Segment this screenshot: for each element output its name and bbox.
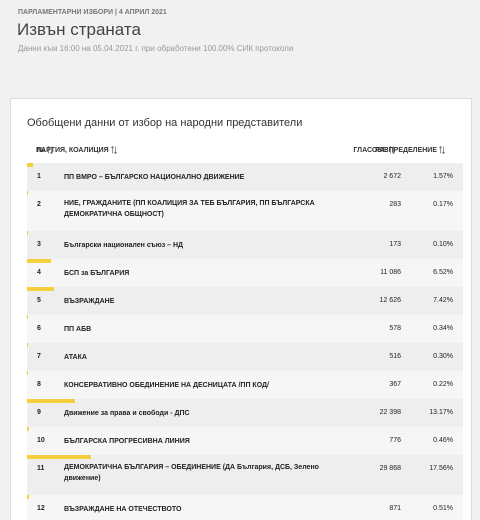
party-name: БСП за БЪЛГАРИЯ <box>64 270 130 277</box>
votes: 173 <box>389 241 401 248</box>
table-row: 12 ВЪЗРАЖДАНЕ НА ОТЕЧЕСТВОТО 871 0.51% <box>27 495 463 520</box>
row-number: 7 <box>37 353 41 360</box>
table-row: 10 БЪЛГАРСКА ПРОГРЕСИВНА ЛИНИЯ 776 0.46% <box>27 427 463 455</box>
party-name: НИЕ, ГРАЖДАНИТЕ (ПП КОАЛИЦИЯ ЗА ТЕБ БЪЛГ… <box>64 200 315 218</box>
sort-icon <box>46 146 53 154</box>
row-number: 10 <box>37 437 45 444</box>
share-bar <box>27 427 29 431</box>
table-row: 8 КОНСЕРВАТИВНО ОБЕДИНЕНИЕ НА ДЕСНИЦАТА /… <box>27 371 463 399</box>
share-bar <box>27 455 92 459</box>
votes: 29 868 <box>379 465 401 472</box>
kicker: ПАРЛАМЕНТАРНИ ИЗБОРИ | 4 АПРИЛ 2021 <box>18 9 167 16</box>
share-bar <box>27 371 28 375</box>
share: 0.34% <box>433 325 453 332</box>
table-row: 6 ПП АБВ 578 0.34% <box>27 315 463 343</box>
share-bar <box>27 259 51 263</box>
share: 7.42% <box>433 297 453 304</box>
table-row: 11 ДЕМОКРАТИЧНА БЪЛГАРИЯ – ОБЕДИНЕНИЕ (ДА… <box>27 455 463 495</box>
table-row: 3 Български национален съюз – НД 173 0.10% <box>27 231 463 259</box>
votes: 578 <box>389 325 401 332</box>
share-bar <box>27 343 29 347</box>
party-name: Български национален съюз – НД <box>64 242 184 249</box>
share: 0.46% <box>433 437 453 444</box>
share: 17.56% <box>429 465 453 472</box>
table-row: 5 ВЪЗРАЖДАНЕ 12 626 7.42% <box>27 287 463 315</box>
party-name: ВЪЗРАЖДАНЕ <box>64 298 115 305</box>
subtitle: Данни към 16:00 на 05.04.2021 г. при обр… <box>18 44 294 53</box>
party-name: БЪЛГАРСКА ПРОГРЕСИВНА ЛИНИЯ <box>64 438 190 445</box>
votes: 2 672 <box>383 173 401 180</box>
votes: 367 <box>389 381 401 388</box>
column-header-label: № <box>37 146 45 154</box>
column-header-label: РАЗПРЕДЕЛЕНИЕ <box>375 146 437 154</box>
sort-icon <box>110 146 117 154</box>
party-name: ВЪЗРАЖДАНЕ НА ОТЕЧЕСТВОТО <box>64 506 182 513</box>
table-row: 1 ПП ВМРО – БЪЛГАРСКО НАЦИОНАЛНО ДВИЖЕНИЕ… <box>27 163 463 191</box>
share: 13.17% <box>429 409 453 416</box>
party-name: ПП ВМРО – БЪЛГАРСКО НАЦИОНАЛНО ДВИЖЕНИЕ <box>64 174 245 181</box>
share-bar <box>27 315 29 319</box>
votes: 22 398 <box>379 409 401 416</box>
share: 0.30% <box>433 353 453 360</box>
votes: 516 <box>389 353 401 360</box>
share-bar <box>27 163 33 167</box>
table-row: 4 БСП за БЪЛГАРИЯ 11 086 6.52% <box>27 259 463 287</box>
party-name: КОНСЕРВАТИВНО ОБЕДИНЕНИЕ НА ДЕСНИЦАТА /П… <box>64 382 269 389</box>
sort-icon <box>439 146 445 154</box>
results-card: Обобщени данни от избор на народни предс… <box>10 98 472 520</box>
row-number: 3 <box>37 241 41 248</box>
share: 0.10% <box>433 241 453 248</box>
row-number: 6 <box>37 325 41 332</box>
column-header[interactable]: РАЗПРЕДЕЛЕНИЕ <box>375 146 445 154</box>
card-title: Обобщени данни от избор на народни предс… <box>27 117 303 129</box>
party-name: ПП АБВ <box>64 326 92 333</box>
share: 1.57% <box>433 173 453 180</box>
column-header[interactable]: ГЛАСОВЕ <box>353 146 395 154</box>
votes: 11 086 <box>380 269 401 276</box>
share-bar <box>27 399 76 403</box>
row-number: 12 <box>37 505 45 512</box>
share-bar <box>27 191 28 195</box>
votes: 871 <box>389 505 401 512</box>
share: 6.52% <box>433 269 453 276</box>
table-row: 9 Движение за права и свободи - ДПС 22 398… <box>27 399 463 427</box>
share-bar <box>27 287 55 291</box>
page-title: Извън страната <box>17 20 141 39</box>
share-bar <box>27 495 29 499</box>
party-name: Движение за права и свободи - ДПС <box>64 410 190 417</box>
column-header[interactable]: ПАРТИЯ, КОАЛИЦИЯ <box>36 146 117 154</box>
column-header[interactable]: № <box>37 146 53 154</box>
party-name: АТАКА <box>64 354 87 361</box>
row-number: 11 <box>37 465 45 472</box>
share: 0.51% <box>433 505 453 512</box>
party-name: ДЕМОКРАТИЧНА БЪЛГАРИЯ – ОБЕДИНЕНИЕ (ДА Б… <box>64 464 319 482</box>
row-number: 8 <box>37 381 41 388</box>
share: 0.22% <box>433 381 453 388</box>
row-number: 9 <box>37 409 41 416</box>
table-row: 7 АТАКА 516 0.30% <box>27 343 463 371</box>
votes: 283 <box>389 201 401 208</box>
table-row: 2 НИЕ, ГРАЖДАНИТЕ (ПП КОАЛИЦИЯ ЗА ТЕБ БЪЛ… <box>27 191 463 231</box>
sort-icon <box>389 146 395 154</box>
column-header-label: ГЛАСОВЕ <box>353 146 387 154</box>
row-number: 5 <box>37 297 41 304</box>
column-header-label: ПАРТИЯ, КОАЛИЦИЯ <box>36 146 109 154</box>
row-number: 4 <box>37 269 41 276</box>
share: 0.17% <box>433 201 453 208</box>
row-number: 2 <box>37 201 41 208</box>
votes: 776 <box>389 437 401 444</box>
votes: 12 626 <box>379 297 401 304</box>
row-number: 1 <box>37 173 41 180</box>
